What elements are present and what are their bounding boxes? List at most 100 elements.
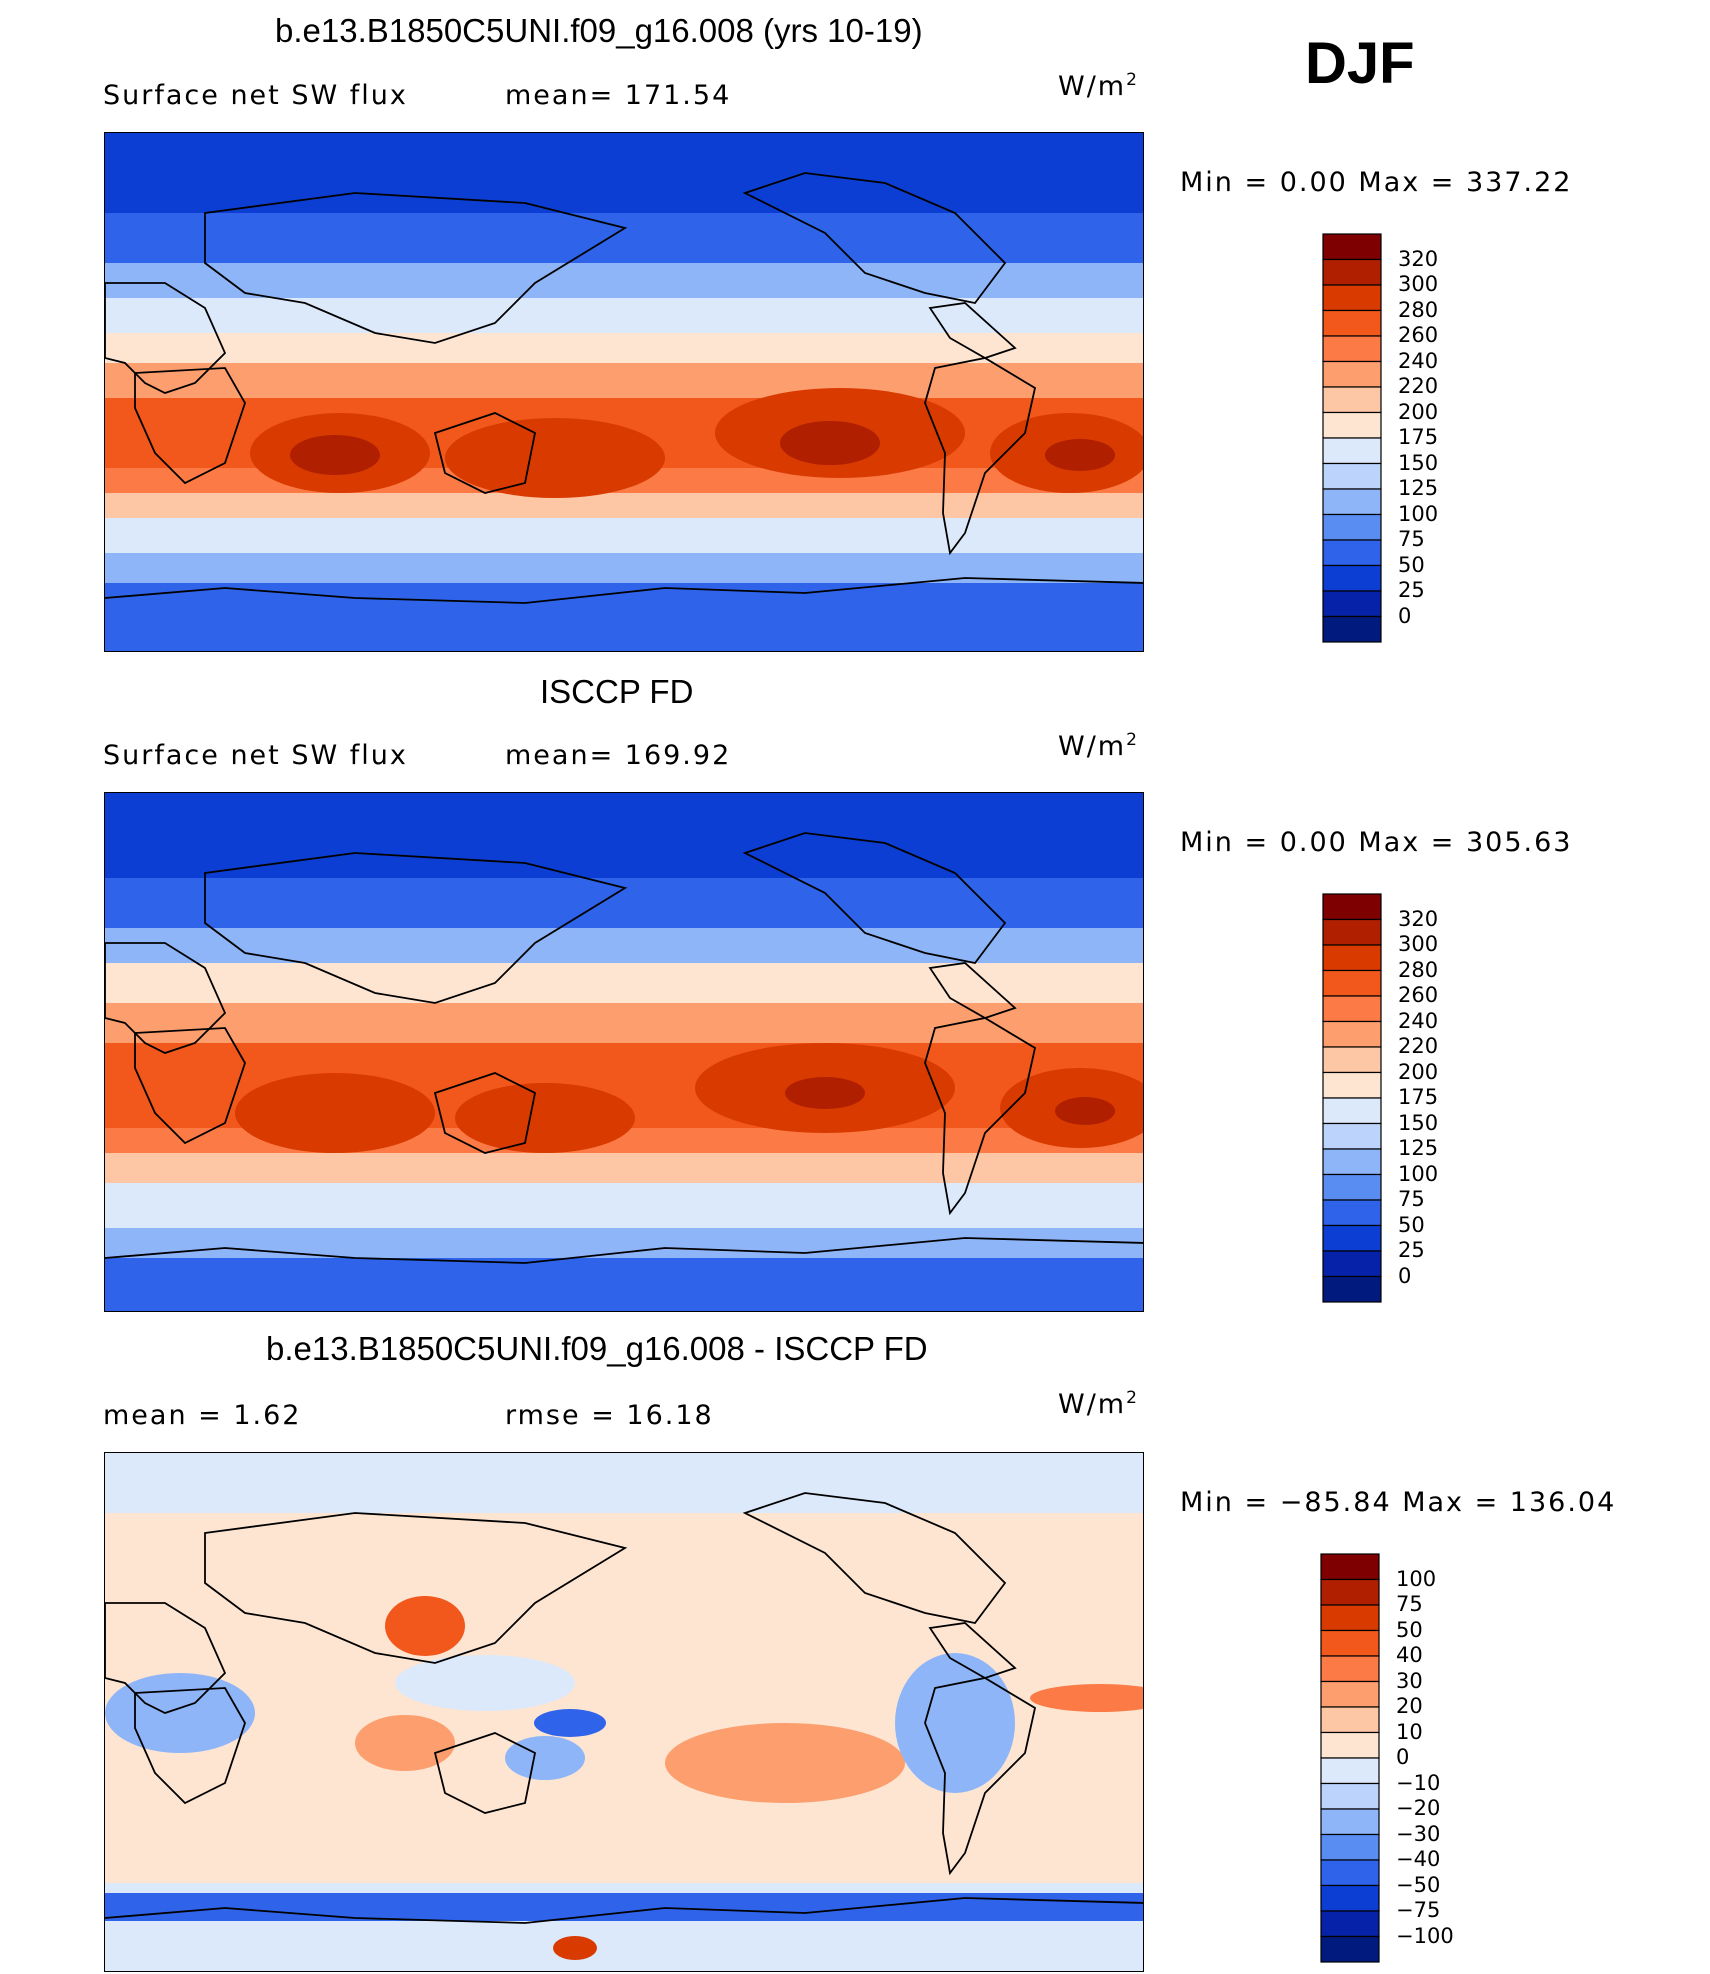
colorbar-tick-label: 40 (1396, 1643, 1423, 1667)
colorbar-swatch (1320, 1680, 1380, 1708)
colorbar-tick-label: 75 (1398, 1187, 1425, 1211)
colorbar-tick-label: 260 (1398, 323, 1439, 347)
colorbar-tick-label: 50 (1398, 552, 1425, 577)
colorbar-tick-label: 280 (1398, 297, 1439, 322)
colorbar-tick-label: 0 (1396, 1745, 1410, 1769)
colorbar-tick-label: 75 (1396, 1592, 1423, 1616)
panel-1-mean-label: mean= 171.54 (505, 80, 732, 111)
colorbar-tick-label: 280 (1398, 957, 1439, 982)
colorbar-tick-label: 25 (1398, 1238, 1425, 1262)
colorbar-swatch (1322, 1122, 1382, 1150)
panel-2-variable-label: Surface net SW flux (103, 740, 408, 771)
panel-2-units: W/m2 (1058, 730, 1139, 762)
colorbar-swatch (1320, 1782, 1380, 1810)
colorbar-swatch (1320, 1731, 1380, 1759)
colorbar-swatch (1322, 1250, 1382, 1278)
colorbar-tick-label: 300 (1398, 932, 1439, 956)
colorbar-swatch (1322, 1148, 1382, 1176)
colorbar-swatch (1320, 1629, 1380, 1657)
colorbar-tick-label: 100 (1398, 501, 1439, 526)
panel-1-title: b.e13.B1850C5UNI.f09_g16.008 (yrs 10-19) (275, 12, 923, 49)
colorbar-swatch (1322, 411, 1382, 439)
colorbar-tick-label: 220 (1398, 1034, 1439, 1058)
colorbar-tick-label: 150 (1398, 450, 1439, 475)
colorbar-swatch (1322, 360, 1382, 388)
colorbar-swatch (1322, 284, 1382, 312)
season-label: DJF (1305, 31, 1415, 96)
panel-1-min-max: Min = 0.00 Max = 337.22 (1180, 167, 1573, 198)
colorbar-swatch (1322, 995, 1382, 1023)
colorbar-tick-label: −40 (1396, 1847, 1441, 1871)
colorbar-tick-label: −100 (1396, 1923, 1454, 1948)
colorbar-swatch (1322, 893, 1382, 921)
colorbar-swatch (1322, 1275, 1382, 1303)
colorbar-tick-label: 125 (1398, 476, 1439, 500)
colorbar-swatch (1320, 1935, 1380, 1963)
colorbar-tick-label: 175 (1398, 425, 1439, 449)
panel-3-colorbar-swatches (1320, 1553, 1380, 1963)
colorbar-tick-label: 125 (1398, 1136, 1439, 1160)
panel-1-colorbar: 320 300 280 260 240 220 200 175 150 125 100 75 50 25 0 (1322, 233, 1438, 643)
panel-3-units: W/m2 (1058, 1388, 1139, 1420)
colorbar-tick-label: 200 (1398, 1059, 1439, 1084)
colorbar-swatch (1320, 1808, 1380, 1836)
panel-2-map-field (105, 793, 1143, 1311)
colorbar-swatch (1320, 1706, 1380, 1734)
colorbar-tick-label: −20 (1396, 1796, 1441, 1820)
colorbar-tick-label: 260 (1398, 983, 1439, 1007)
colorbar-swatch (1320, 1833, 1380, 1861)
colorbar-swatch (1320, 1578, 1380, 1606)
colorbar-tick-label: 240 (1398, 348, 1439, 373)
panel-1-colorbar-swatches (1322, 233, 1382, 643)
colorbar-tick-label: 100 (1396, 1566, 1437, 1591)
colorbar-tick-label: 20 (1396, 1694, 1423, 1718)
colorbar-swatch (1322, 944, 1382, 972)
panel-1-units: W/m2 (1058, 70, 1139, 102)
colorbar-tick-label: 220 (1398, 374, 1439, 398)
colorbar-tick-label: 75 (1398, 527, 1425, 551)
colorbar-swatch (1320, 1655, 1380, 1683)
colorbar-swatch (1322, 1224, 1382, 1252)
colorbar-tick-label: 30 (1396, 1668, 1423, 1693)
colorbar-tick-label: 150 (1398, 1110, 1439, 1135)
colorbar-tick-label: 0 (1398, 603, 1412, 628)
panel-2-map (104, 792, 1144, 1312)
colorbar-swatch (1322, 335, 1382, 363)
colorbar-tick-label: 175 (1398, 1085, 1439, 1109)
colorbar-tick-label: 0 (1398, 1263, 1412, 1288)
panel-3-map-field (105, 1453, 1143, 1971)
colorbar-swatch (1322, 1097, 1382, 1125)
colorbar-tick-label: 100 (1398, 1161, 1439, 1186)
panel-2-colorbar: 320 300 280 260 240 220 200 175 150 125 100 75 50 25 0 (1322, 893, 1438, 1303)
colorbar-swatch (1322, 233, 1382, 261)
colorbar-swatch (1322, 386, 1382, 414)
colorbar-swatch (1320, 1604, 1380, 1632)
panel-3-map (104, 1452, 1144, 1972)
panel-1-variable-label: Surface net SW flux (103, 80, 408, 111)
panel-3-min-max: Min = −85.84 Max = 136.04 (1180, 1487, 1617, 1518)
colorbar-swatch (1320, 1910, 1380, 1938)
colorbar-tick-label: −30 (1396, 1821, 1441, 1846)
colorbar-swatch (1322, 513, 1382, 541)
colorbar-swatch (1322, 437, 1382, 465)
colorbar-swatch (1322, 615, 1382, 643)
panel-3-title: b.e13.B1850C5UNI.f09_g16.008 - ISCCP FD (266, 1330, 928, 1367)
colorbar-swatch (1320, 1757, 1380, 1785)
colorbar-tick-label: −10 (1396, 1770, 1441, 1795)
colorbar-swatch (1322, 462, 1382, 490)
colorbar-swatch (1322, 309, 1382, 337)
colorbar-tick-label: 25 (1398, 578, 1425, 602)
colorbar-swatch (1320, 1884, 1380, 1912)
colorbar-tick-label: 50 (1396, 1617, 1423, 1642)
colorbar-swatch (1322, 918, 1382, 946)
colorbar-swatch (1322, 590, 1382, 618)
colorbar-tick-label: 50 (1398, 1212, 1425, 1237)
colorbar-swatch (1322, 1199, 1382, 1227)
colorbar-swatch (1322, 564, 1382, 592)
colorbar-tick-label: 300 (1398, 272, 1439, 296)
panel-3-colorbar: 100 75 50 40 30 20 10 0 −10 −20 −30 −40 −50 −75 −100 (1320, 1553, 1454, 1963)
colorbar-tick-label: 200 (1398, 399, 1439, 424)
panel-2-colorbar-swatches (1322, 893, 1382, 1303)
colorbar-swatch (1322, 1046, 1382, 1074)
colorbar-swatch (1320, 1859, 1380, 1887)
